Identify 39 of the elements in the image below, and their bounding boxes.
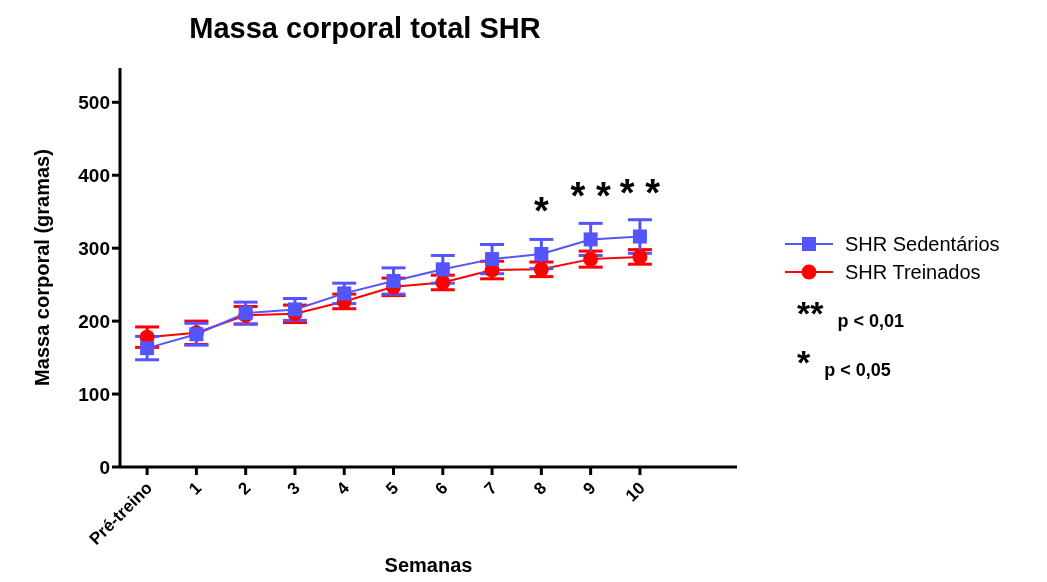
x-tick-label: 10	[621, 478, 649, 506]
point	[632, 249, 648, 265]
point	[435, 262, 450, 277]
y-tick-label: 100	[78, 383, 110, 405]
x-tick-label: 9	[579, 478, 600, 499]
legend-label: SHR Treinados	[845, 260, 981, 284]
annotation: *	[533, 190, 549, 233]
point	[337, 286, 352, 301]
y-tick-label: 400	[78, 164, 110, 186]
annotation: * *	[619, 172, 661, 215]
x-tick-label: 4	[332, 478, 354, 499]
y-tick-label: 0	[99, 456, 110, 478]
chart-title: Massa corporal total SHR	[188, 12, 542, 45]
y-tick-label: 500	[78, 92, 110, 114]
point	[435, 274, 451, 290]
text: * p < 0,05	[797, 343, 891, 381]
point	[534, 247, 549, 262]
point	[632, 229, 647, 244]
x-tick-label: 6	[431, 478, 452, 499]
text: ** p < 0,01	[797, 294, 905, 332]
point	[287, 302, 302, 317]
y-tick-label: 300	[78, 237, 110, 259]
point	[583, 251, 599, 267]
x-tick-label: 7	[480, 478, 501, 499]
x-tick-label: 1	[185, 478, 206, 499]
point	[485, 252, 500, 267]
x-axis-title: Semanas	[384, 554, 473, 576]
x-tick-label: 3	[283, 478, 304, 499]
point	[386, 274, 401, 288]
legend-label: SHR Sedentários	[845, 232, 1000, 256]
point	[533, 261, 549, 277]
point	[140, 341, 155, 356]
y-tick-label: 200	[78, 310, 110, 332]
x-tick-label: 8	[530, 478, 551, 499]
x-tick-label: 2	[234, 478, 255, 499]
annotation: * *	[570, 175, 611, 218]
point	[583, 232, 598, 247]
x-tick-label: 5	[382, 478, 403, 499]
y-axis-title: Massa corporal (gramas)	[31, 149, 54, 386]
